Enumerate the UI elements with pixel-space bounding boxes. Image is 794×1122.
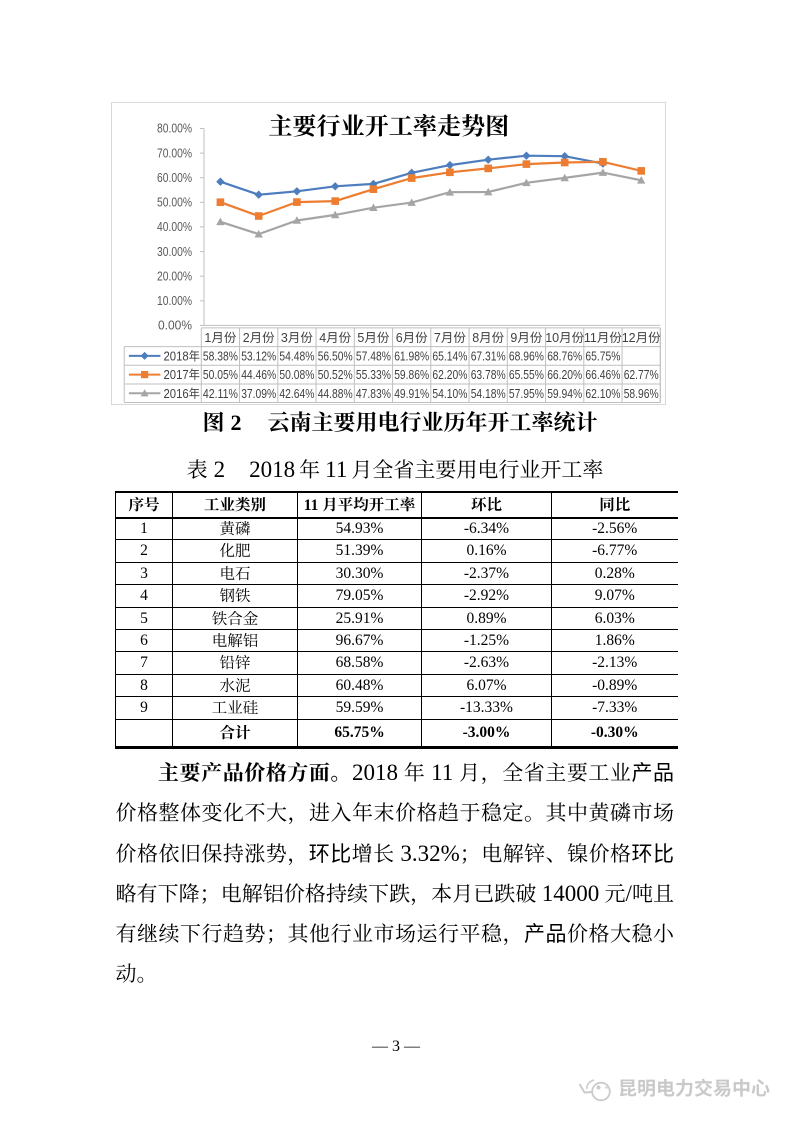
svg-text:37.09%: 37.09% <box>241 387 276 401</box>
svg-text:66.46%: 66.46% <box>585 368 620 382</box>
svg-text:42.64%: 42.64% <box>279 387 314 401</box>
svg-text:63.78%: 63.78% <box>471 368 506 382</box>
svg-text:44.46%: 44.46% <box>241 368 276 382</box>
svg-text:12月份: 12月份 <box>622 331 661 345</box>
svg-text:58.38%: 58.38% <box>203 349 238 363</box>
svg-text:2月份: 2月份 <box>243 331 275 345</box>
svg-text:61.98%: 61.98% <box>394 349 429 363</box>
svg-text:1月份: 1月份 <box>204 331 236 345</box>
svg-text:65.14%: 65.14% <box>432 349 467 363</box>
svg-text:50.08%: 50.08% <box>279 368 314 382</box>
svg-text:3月份: 3月份 <box>281 331 313 345</box>
svg-text:7月份: 7月份 <box>434 331 466 345</box>
svg-text:50.00%: 50.00% <box>157 196 192 210</box>
svg-text:10.00%: 10.00% <box>157 294 192 308</box>
svg-text:30.00%: 30.00% <box>157 245 192 259</box>
svg-text:11月份: 11月份 <box>584 331 622 345</box>
svg-text:62.20%: 62.20% <box>432 368 467 382</box>
svg-text:44.88%: 44.88% <box>318 387 353 401</box>
svg-text:42.11%: 42.11% <box>203 387 238 401</box>
svg-text:55.33%: 55.33% <box>356 368 391 382</box>
svg-text:57.48%: 57.48% <box>356 349 391 363</box>
svg-text:68.76%: 68.76% <box>547 349 582 363</box>
svg-text:2018年: 2018年 <box>164 349 201 363</box>
svg-text:20.00%: 20.00% <box>157 269 192 283</box>
svg-text:58.96%: 58.96% <box>624 387 659 401</box>
svg-text:70.00%: 70.00% <box>157 146 192 160</box>
svg-text:53.12%: 53.12% <box>241 349 276 363</box>
svg-text:50.52%: 50.52% <box>318 368 353 382</box>
svg-text:66.20%: 66.20% <box>547 368 582 382</box>
svg-text:10月份: 10月份 <box>545 331 584 345</box>
svg-text:8月份: 8月份 <box>472 331 504 345</box>
svg-text:57.95%: 57.95% <box>509 387 544 401</box>
svg-text:60.00%: 60.00% <box>157 171 192 185</box>
svg-text:65.75%: 65.75% <box>585 349 620 363</box>
svg-text:5月份: 5月份 <box>357 331 389 345</box>
svg-text:65.55%: 65.55% <box>509 368 544 382</box>
svg-text:62.77%: 62.77% <box>624 368 659 382</box>
svg-text:6月份: 6月份 <box>396 331 428 345</box>
svg-text:4月份: 4月份 <box>319 331 351 345</box>
svg-text:47.83%: 47.83% <box>356 387 391 401</box>
svg-text:62.10%: 62.10% <box>585 387 620 401</box>
svg-text:54.18%: 54.18% <box>471 387 506 401</box>
svg-text:主要行业开工率走势图: 主要行业开工率走势图 <box>268 106 509 141</box>
svg-text:50.05%: 50.05% <box>203 368 238 382</box>
svg-text:2017年: 2017年 <box>164 368 201 382</box>
svg-text:59.94%: 59.94% <box>547 387 582 401</box>
svg-text:80.00%: 80.00% <box>157 122 192 136</box>
svg-text:40.00%: 40.00% <box>157 220 192 234</box>
svg-text:54.10%: 54.10% <box>432 387 467 401</box>
svg-text:56.50%: 56.50% <box>318 349 353 363</box>
svg-text:2016年: 2016年 <box>164 387 201 401</box>
svg-text:67.31%: 67.31% <box>471 349 506 363</box>
svg-text:59.86%: 59.86% <box>394 368 429 382</box>
svg-text:49.91%: 49.91% <box>394 387 429 401</box>
svg-text:9月份: 9月份 <box>510 331 542 345</box>
svg-text:0.00%: 0.00% <box>158 319 192 333</box>
svg-text:54.48%: 54.48% <box>279 349 314 363</box>
svg-text:68.96%: 68.96% <box>509 349 544 363</box>
